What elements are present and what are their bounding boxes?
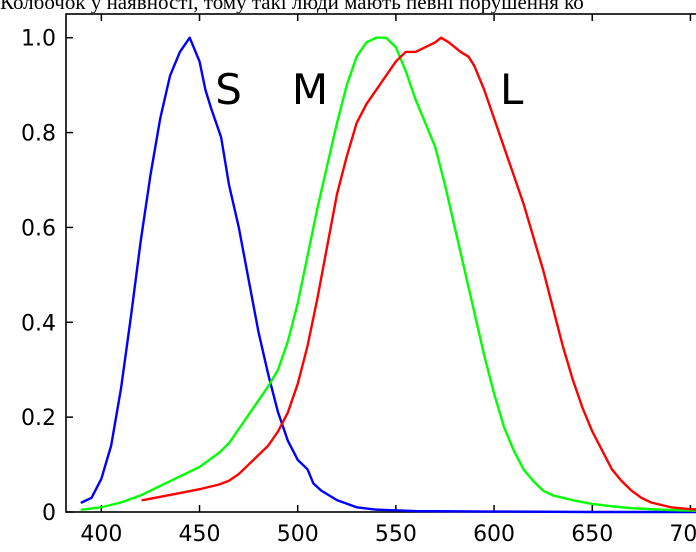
y-tick-label: 1.0 xyxy=(21,27,56,52)
series-line-s xyxy=(82,38,696,512)
series-line-m xyxy=(82,38,696,511)
y-tick-label: 0 xyxy=(42,501,56,526)
x-tick-labels: 400 450 500 550 600 650 700 xyxy=(80,522,696,547)
tick-marks xyxy=(66,14,696,512)
x-tick-label: 500 xyxy=(277,522,319,547)
x-tick-label: 600 xyxy=(473,522,515,547)
x-tick-label: 450 xyxy=(179,522,221,547)
x-tick-label: 550 xyxy=(375,522,417,547)
curve-label-l: L xyxy=(500,65,524,114)
x-tick-label: 400 xyxy=(80,522,122,547)
curve-label-s: S xyxy=(215,65,242,114)
y-tick-label: 0.8 xyxy=(21,122,56,147)
y-tick-label: 0.4 xyxy=(21,311,56,336)
x-tick-label: 700 xyxy=(669,522,696,547)
series-lines xyxy=(82,38,696,512)
x-tick-label: 650 xyxy=(571,522,613,547)
y-tick-labels: 0 0.2 0.4 0.6 0.8 1.0 xyxy=(21,27,56,526)
curve-label-m: M xyxy=(292,65,328,114)
plot-frame xyxy=(66,14,696,512)
y-tick-label: 0.6 xyxy=(21,216,56,241)
y-tick-label: 0.2 xyxy=(21,406,56,431)
